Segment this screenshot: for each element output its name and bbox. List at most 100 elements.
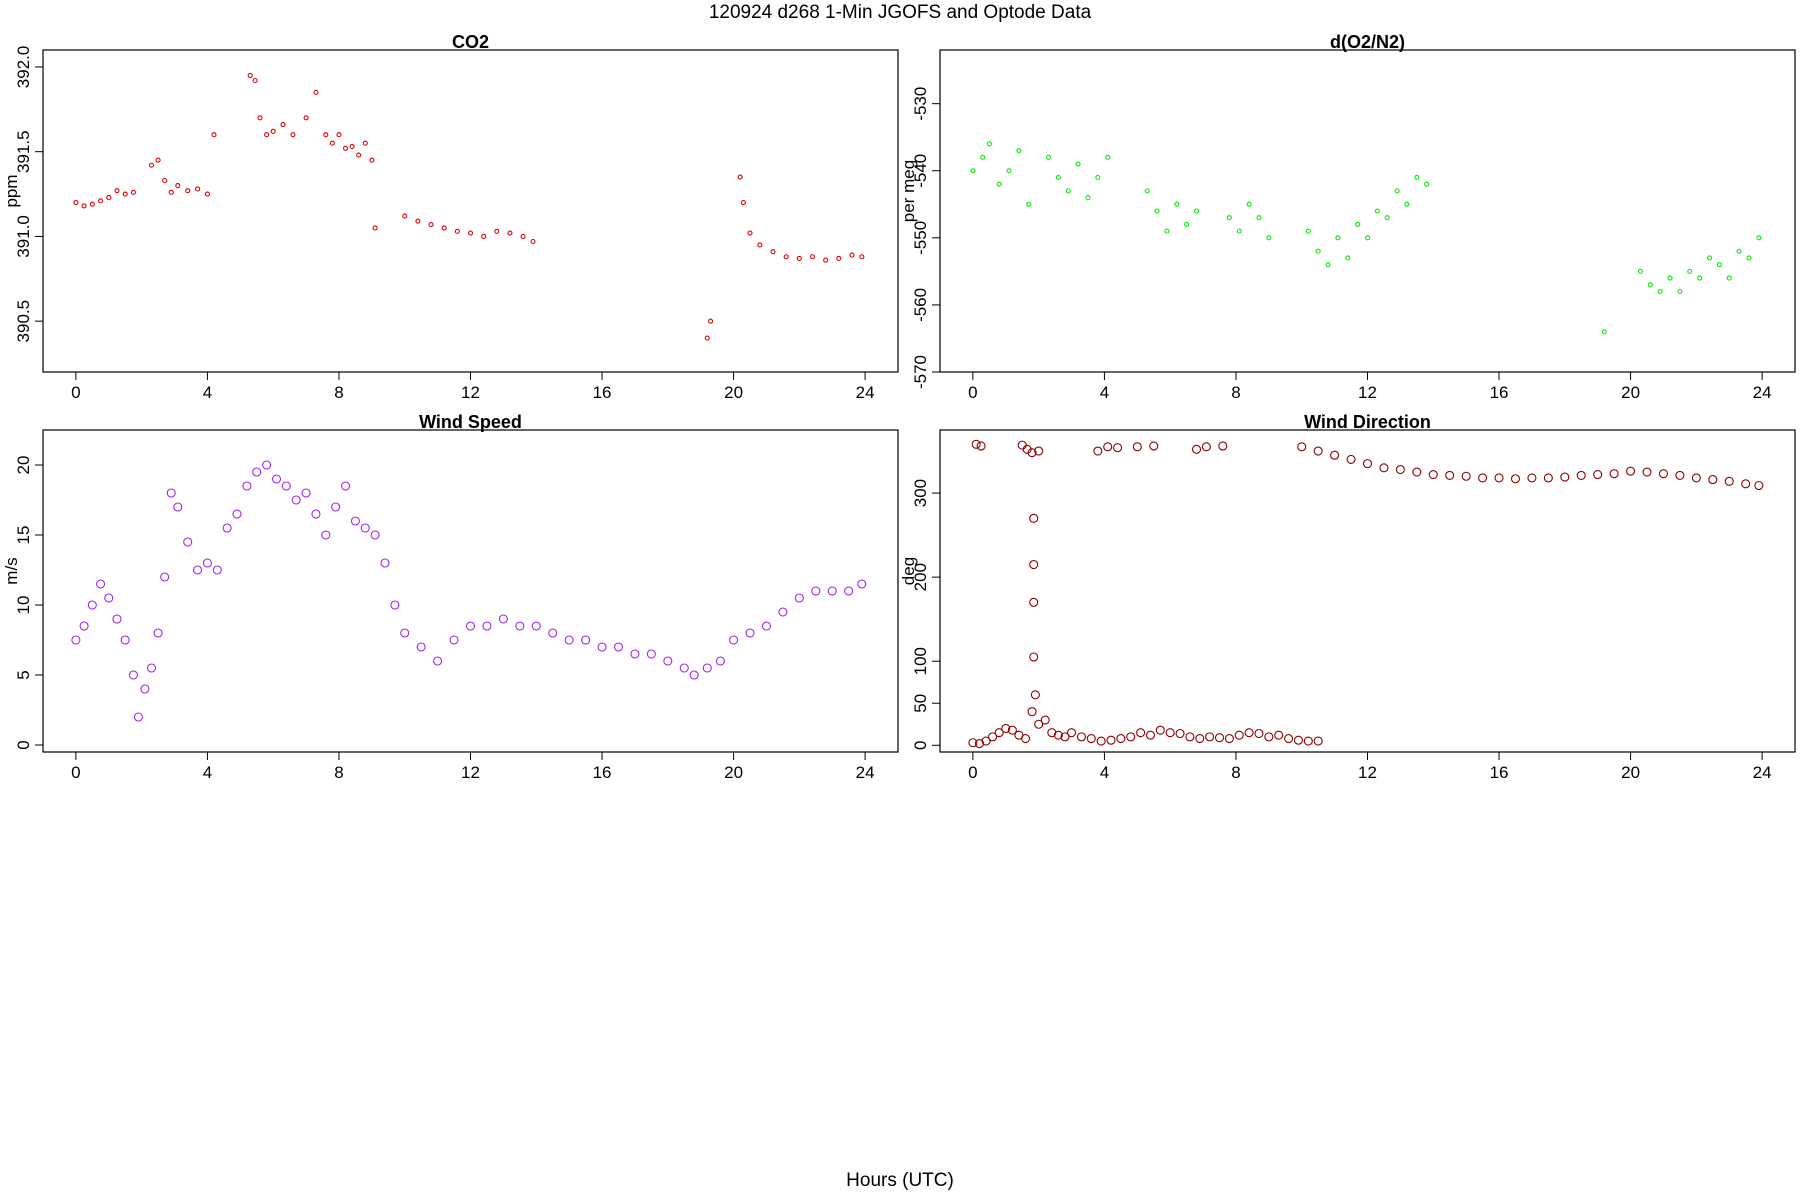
data-point bbox=[195, 186, 201, 192]
data-point bbox=[1362, 459, 1373, 469]
y-axis-label: m/s bbox=[2, 557, 21, 584]
data-point bbox=[1205, 732, 1215, 742]
data-point bbox=[1746, 255, 1752, 261]
data-point bbox=[1085, 195, 1091, 201]
data-point bbox=[1266, 235, 1272, 241]
data-point bbox=[974, 739, 985, 749]
data-point bbox=[1706, 255, 1713, 261]
plot-frame bbox=[42, 49, 899, 373]
data-point bbox=[1145, 730, 1156, 740]
data-point bbox=[252, 77, 258, 84]
data-point bbox=[1461, 471, 1471, 481]
data-point bbox=[1658, 469, 1669, 479]
data-point bbox=[280, 122, 286, 128]
data-point bbox=[73, 199, 79, 206]
data-point bbox=[106, 194, 112, 200]
data-point bbox=[1113, 443, 1123, 453]
y-tick-label: -550 bbox=[911, 221, 930, 255]
data-point bbox=[988, 732, 998, 742]
data-point bbox=[1016, 148, 1022, 154]
data-point bbox=[1303, 736, 1313, 746]
y-axis-label: ppm bbox=[2, 174, 21, 207]
data-point bbox=[79, 621, 89, 631]
data-point bbox=[986, 141, 992, 147]
x-tick-label: 16 bbox=[593, 763, 612, 782]
data-point bbox=[1126, 732, 1136, 742]
data-point bbox=[970, 168, 976, 174]
data-point bbox=[981, 736, 991, 746]
data-point bbox=[745, 628, 755, 638]
data-point bbox=[271, 474, 282, 484]
x-tick-label: 0 bbox=[71, 383, 80, 402]
y-axis-label: per meg bbox=[899, 160, 918, 222]
data-point bbox=[1029, 513, 1039, 523]
data-point bbox=[281, 481, 291, 491]
data-point bbox=[1395, 464, 1405, 475]
data-point bbox=[859, 254, 865, 260]
data-point bbox=[994, 728, 1004, 738]
data-point bbox=[1284, 733, 1294, 744]
y-tick-label: -530 bbox=[911, 87, 930, 121]
data-point bbox=[390, 600, 400, 610]
data-point bbox=[1637, 268, 1643, 274]
y-tick-label: 5 bbox=[14, 670, 33, 679]
data-point bbox=[1175, 728, 1185, 739]
data-point bbox=[362, 140, 368, 146]
data-point bbox=[1214, 733, 1225, 743]
data-point bbox=[166, 488, 176, 498]
plot-frame bbox=[939, 49, 1796, 373]
data-point bbox=[1313, 736, 1323, 746]
data-point bbox=[1105, 154, 1111, 160]
data-point bbox=[1708, 475, 1718, 485]
data-point bbox=[613, 642, 624, 652]
plot-frame bbox=[939, 429, 1796, 753]
data-point bbox=[1103, 442, 1113, 452]
data-point bbox=[1394, 188, 1400, 194]
data-point bbox=[1096, 736, 1106, 746]
y-tick-label: 100 bbox=[911, 647, 930, 675]
data-point bbox=[1185, 732, 1195, 742]
data-point bbox=[89, 201, 95, 207]
data-point bbox=[1164, 228, 1170, 234]
x-tick-label: 20 bbox=[724, 763, 743, 782]
data-point bbox=[796, 255, 802, 262]
x-tick-label: 0 bbox=[71, 763, 80, 782]
data-point bbox=[844, 586, 854, 596]
figure-title: 120924 d268 1-Min JGOFS and Optode Data bbox=[708, 2, 1092, 23]
data-point bbox=[1609, 469, 1619, 479]
data-point bbox=[1264, 732, 1274, 742]
y-tick-label: 0 bbox=[14, 740, 33, 749]
data-point bbox=[342, 145, 349, 151]
data-point bbox=[729, 635, 739, 645]
data-point bbox=[737, 174, 743, 180]
y-tick-label: 300 bbox=[911, 479, 930, 507]
data-point bbox=[1355, 221, 1361, 227]
data-point bbox=[301, 488, 311, 498]
panel-title: CO2 bbox=[452, 32, 489, 52]
y-tick-label: 200 bbox=[911, 563, 930, 591]
data-point bbox=[1093, 446, 1103, 456]
data-point bbox=[1226, 215, 1232, 221]
data-point bbox=[823, 257, 829, 263]
data-point bbox=[1330, 450, 1340, 460]
x-tick-label: 24 bbox=[856, 763, 875, 782]
x-tick-label: 20 bbox=[724, 383, 743, 402]
data-point bbox=[1165, 728, 1175, 738]
data-point bbox=[175, 183, 181, 189]
x-tick-label: 4 bbox=[203, 763, 212, 782]
data-point bbox=[1149, 441, 1159, 451]
data-point bbox=[770, 249, 776, 255]
x-tick-label: 0 bbox=[968, 763, 977, 782]
data-point bbox=[81, 203, 87, 209]
data-point bbox=[783, 254, 789, 260]
x-tick-label: 16 bbox=[1490, 383, 1509, 402]
data-point bbox=[1657, 288, 1663, 295]
data-point bbox=[1379, 463, 1389, 473]
data-point bbox=[1601, 329, 1607, 335]
data-point bbox=[1346, 454, 1356, 464]
data-point bbox=[321, 530, 331, 540]
data-point bbox=[481, 233, 487, 239]
data-point bbox=[204, 191, 210, 197]
panel-title: Wind Speed bbox=[419, 412, 522, 432]
data-point bbox=[290, 132, 296, 138]
